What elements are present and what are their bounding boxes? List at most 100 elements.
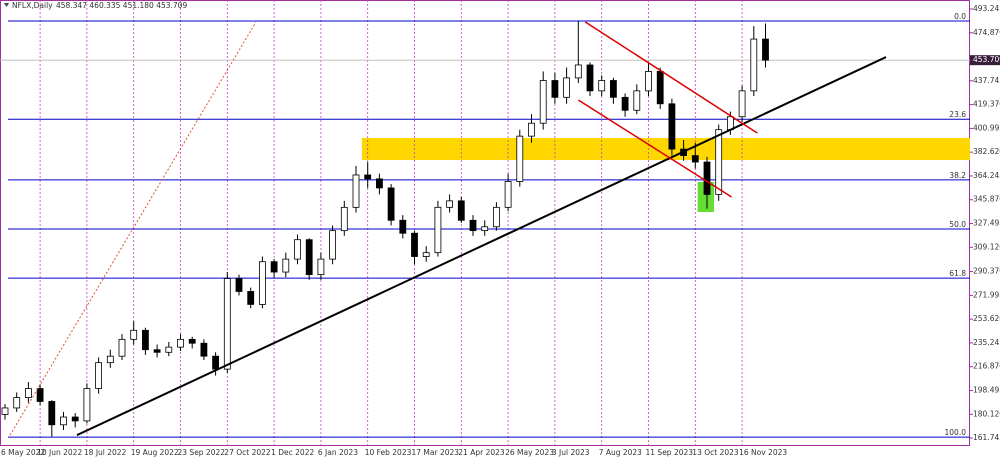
y-tick-label: 345.870: [973, 195, 1000, 204]
x-tick-label: 16 Nov 2023: [739, 448, 787, 457]
candle-body: [457, 200, 465, 221]
current-price-label: 453.709: [973, 55, 1000, 64]
y-tick-label: 419.370: [973, 100, 1000, 109]
x-tick-label: 18 Jul 2022: [84, 448, 127, 457]
y-tick-label: 253.620: [973, 314, 1000, 323]
x-tick-label: 13 Oct 2023: [692, 448, 739, 457]
candle-body: [223, 278, 231, 370]
candle-body: [422, 252, 430, 257]
candle-body: [703, 161, 711, 195]
y-tick-label: 382.620: [973, 147, 1000, 156]
candle-body: [36, 388, 44, 402]
candle-body: [738, 90, 746, 118]
candle-body: [715, 129, 723, 195]
fib-label: 0.0: [954, 12, 966, 21]
candle-body: [305, 239, 313, 276]
x-tick-label: 21 Apr 2023: [458, 448, 505, 457]
candle-body: [563, 77, 570, 98]
candle-body: [621, 96, 629, 111]
y-tick-label: 271.995: [973, 290, 1000, 299]
candle-body: [95, 362, 102, 389]
candle-body: [329, 230, 337, 260]
candle-body: [130, 329, 138, 340]
candle-body: [48, 401, 56, 426]
candle-body: [364, 174, 372, 180]
x-tick-label: 3 Jul 2023: [552, 448, 590, 457]
header-icon: [4, 3, 9, 7]
y-tick-label: 493.245: [973, 4, 1000, 13]
candle-body: [71, 416, 79, 422]
candle-body: [247, 291, 255, 305]
y-tick-label: 216.870: [973, 362, 1000, 371]
y-tick-label: 309.120: [973, 242, 1000, 251]
zone: [361, 137, 971, 160]
x-tick-label: 26 May 2023: [505, 448, 554, 457]
x-tick-label: 1 Dec 2022: [271, 448, 314, 457]
current-price-box: [970, 55, 1000, 66]
y-tick-label: 290.370: [973, 267, 1000, 276]
candle-body: [645, 71, 652, 92]
x-tick-label: 11 Sep 2023: [646, 448, 694, 457]
y-tick-label: 400.995: [973, 123, 1000, 132]
candle-body: [282, 258, 290, 273]
candle-body: [188, 338, 196, 344]
candle-body: [434, 206, 442, 254]
candle-body: [60, 416, 67, 426]
candle-body: [375, 178, 383, 189]
candle-body: [633, 90, 641, 111]
candle-body: [352, 174, 360, 208]
candle-body: [24, 388, 32, 398]
candle-body: [212, 355, 220, 370]
fib-label: 38.2: [949, 171, 966, 180]
candle-body: [411, 232, 418, 257]
candle-body: [235, 278, 243, 292]
candle-body: [481, 226, 489, 232]
candle-body: [294, 239, 301, 260]
x-tick-label: 23 Sep 2022: [178, 448, 226, 457]
symbol: NFLX,Daily: [12, 1, 53, 10]
x-tick-label: 10 Jun 2022: [37, 448, 82, 457]
fib-label: 61.8: [949, 269, 966, 278]
fib-label: 100.0: [945, 428, 967, 437]
candle-body: [118, 338, 126, 357]
y-tick-label: 235.245: [973, 338, 1000, 347]
candle-body: [258, 261, 266, 305]
fib-label: 50.0: [949, 220, 966, 229]
y-tick-label: 180.120: [973, 409, 1000, 418]
x-tick-label: 17 Mar 2023: [412, 448, 460, 457]
candle-body: [528, 122, 535, 137]
candle-body: [539, 80, 547, 124]
candle-body: [656, 71, 664, 105]
y-tick-label: 198.495: [973, 385, 1000, 394]
candle-body: [270, 261, 278, 273]
trend-line: [577, 99, 732, 198]
candle-body: [574, 64, 582, 79]
y-tick-label: 327.495: [973, 219, 1000, 228]
fib-label: 23.6: [949, 110, 966, 119]
y-tick-label: 364.245: [973, 171, 1000, 180]
candle-body: [106, 355, 114, 364]
candle-body: [551, 80, 559, 98]
ohlc: 458.347 460.335 451.180 453.709: [56, 1, 187, 10]
candle-body: [399, 219, 407, 234]
candle-body: [13, 397, 21, 409]
candle-body: [762, 38, 769, 61]
x-tick-label: 19 Aug 2022: [131, 448, 179, 457]
candle-body: [165, 346, 173, 353]
candle-body: [668, 103, 676, 150]
x-tick-label: 7 Aug 2023: [599, 448, 642, 457]
candle-body: [153, 349, 161, 353]
candle-body: [469, 219, 477, 232]
y-tick-label: 474.870: [973, 28, 1000, 37]
candle-body: [177, 338, 184, 348]
candle-body: [750, 38, 758, 92]
candle-body: [516, 135, 524, 182]
candle-body: [141, 329, 149, 351]
y-tick-label: 437.745: [973, 76, 1000, 85]
x-tick-label: 6 Jan 2023: [318, 448, 358, 457]
candle-body: [586, 64, 594, 92]
candle-body: [610, 80, 617, 98]
candle-body: [598, 80, 606, 92]
candle-body: [691, 155, 699, 163]
